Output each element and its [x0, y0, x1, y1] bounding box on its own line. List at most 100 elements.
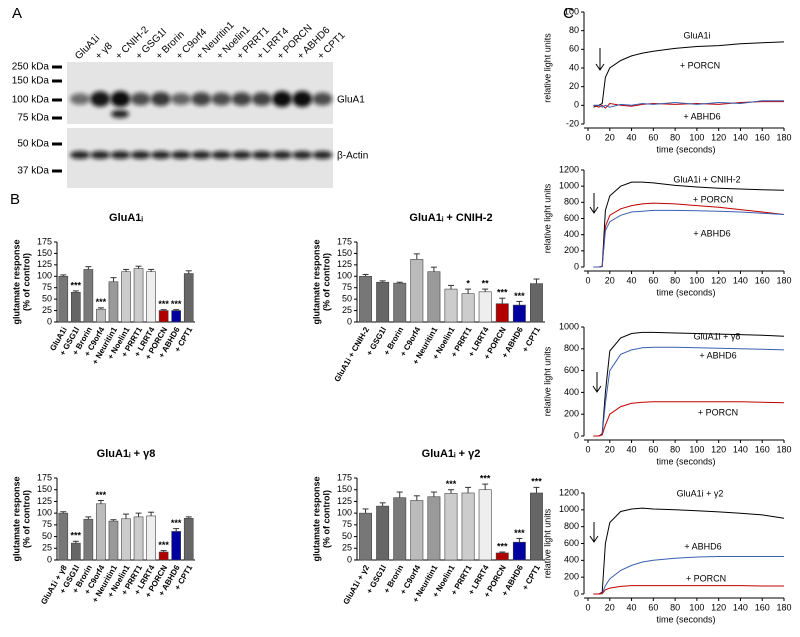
- marker-label: 75 kDa: [17, 113, 49, 124]
- marker-label: 50 kDa: [17, 139, 49, 150]
- blot-band: [171, 93, 191, 105]
- y-tick-label: 0: [347, 316, 352, 326]
- bar: [393, 282, 407, 323]
- bar: [410, 500, 424, 561]
- blot-band: [130, 151, 151, 159]
- bar: [478, 489, 492, 561]
- bar: [158, 551, 169, 561]
- y-tick-label: 150: [337, 248, 352, 258]
- y-tick-label: 1000: [559, 504, 579, 514]
- y-tick-label: 75: [342, 282, 352, 292]
- bar: [146, 515, 156, 561]
- bar: [96, 308, 106, 323]
- series-line: [593, 209, 785, 268]
- x-tick-label: 120: [711, 602, 726, 612]
- bar: [495, 552, 509, 561]
- blot-band: [211, 92, 232, 106]
- x-axis-label: time (seconds): [656, 287, 715, 297]
- stimulus-arrow: [592, 372, 602, 393]
- y-axis-label: glutamate response: [11, 476, 21, 561]
- band-label: β-Actin: [337, 151, 368, 162]
- x-tick-label: 120: [711, 444, 726, 454]
- blot-band: [211, 151, 232, 159]
- y-tick-label: 400: [564, 229, 579, 239]
- y-tick-label: 0: [574, 430, 579, 440]
- blot-band: [292, 91, 313, 107]
- marker-label: 37 kDa: [17, 166, 49, 177]
- series-label: + PORCN: [693, 194, 733, 204]
- bar: [121, 271, 131, 323]
- bar: [146, 271, 156, 323]
- y-tick-label: 60: [569, 44, 579, 54]
- x-axis-label: time (seconds): [656, 456, 715, 466]
- y-axis-label: relative light units: [542, 183, 552, 253]
- y-axis-label: relative light units: [542, 508, 552, 578]
- significance: ***: [514, 291, 525, 301]
- x-tick-label: 180: [776, 444, 791, 454]
- significance: ***: [158, 299, 169, 309]
- y-tick-label: 25: [342, 305, 352, 315]
- y-tick-label: 800: [564, 343, 579, 353]
- bar: [83, 269, 94, 323]
- marker-dash: [52, 98, 62, 102]
- y-tick-label: -20: [566, 118, 579, 128]
- y-tick-label: 75: [42, 519, 52, 529]
- y-tick-label: 0: [574, 100, 579, 110]
- y-tick-label: 1000: [559, 321, 579, 331]
- chart-title: GluA1ᵢ + CNIH-2: [409, 212, 492, 224]
- bar: [512, 304, 526, 323]
- y-tick-label: 600: [564, 365, 579, 375]
- blot-band: [231, 151, 252, 159]
- marker-dash: [52, 65, 62, 69]
- series-label: + ABHD6: [683, 111, 720, 121]
- x-axis-label: time (seconds): [656, 614, 715, 624]
- x-axis-label: time (seconds): [656, 144, 715, 154]
- y-axis-label: glutamate response: [311, 239, 321, 324]
- significance: ***: [171, 299, 182, 309]
- series-line: [593, 556, 784, 595]
- bar: [183, 273, 194, 323]
- series-label: GluA1i + γ8: [694, 331, 741, 341]
- y-tick-label: 0: [347, 554, 352, 564]
- x-tick-label: 0: [585, 275, 590, 285]
- series-label: + ABHD6: [693, 228, 730, 238]
- blot-band: [150, 92, 171, 106]
- bar: [171, 531, 181, 561]
- significance: ***: [158, 540, 169, 550]
- significance: *: [466, 278, 470, 288]
- y-tick-label: 0: [574, 588, 579, 598]
- bar: [108, 281, 119, 323]
- y-tick-label: 125: [37, 496, 52, 506]
- blot-band: [70, 151, 90, 159]
- y-tick-label: 100: [564, 6, 579, 16]
- series-label: GluA1i + CNIH-2: [673, 174, 740, 184]
- x-tick-label: 20: [605, 602, 615, 612]
- bar: [121, 518, 131, 561]
- band-label: GluA1: [337, 95, 365, 106]
- blot-band: [312, 92, 333, 106]
- series-line: [593, 41, 785, 108]
- y-tick-label: 100: [37, 271, 52, 281]
- x-tick-label: 80: [670, 275, 680, 285]
- significance: **: [482, 278, 490, 288]
- x-tick-label: 0: [585, 602, 590, 612]
- x-tick-label: 140: [733, 132, 748, 142]
- y-tick-label: 150: [37, 484, 52, 494]
- stimulus-arrow: [589, 522, 599, 543]
- x-tick-label: 160: [755, 132, 770, 142]
- x-tick-label: 60: [648, 275, 658, 285]
- x-tick-label: 40: [627, 275, 637, 285]
- x-tick-label: 80: [670, 602, 680, 612]
- blot-band: [111, 110, 129, 118]
- y-tick-label: 1200: [559, 487, 579, 497]
- significance: ***: [71, 280, 82, 290]
- bar: [410, 259, 424, 323]
- chart-title: GluA1ᵢ + γ8: [97, 448, 156, 460]
- x-tick-label: 40: [627, 602, 637, 612]
- y-tick-label: 40: [569, 62, 579, 72]
- y-tick-label: 600: [564, 538, 579, 548]
- significance: ***: [96, 297, 107, 307]
- significance: ***: [480, 473, 491, 483]
- series-label: GluA1i: [683, 30, 710, 40]
